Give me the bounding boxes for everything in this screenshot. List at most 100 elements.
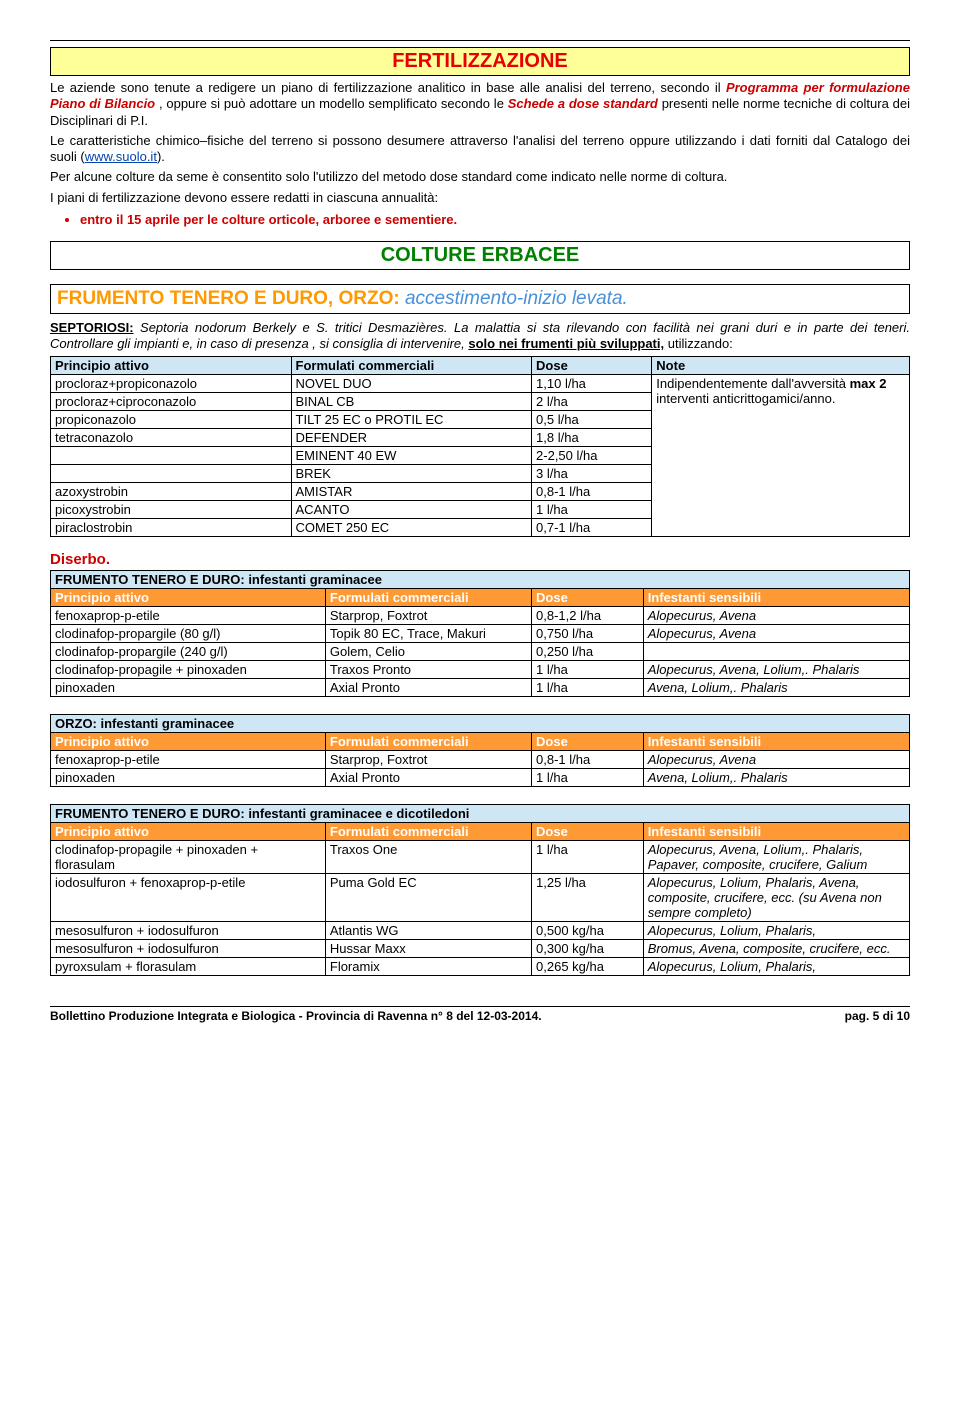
- td: Alopecurus, Avena, Lolium,. Phalaris, Pa…: [643, 841, 909, 874]
- text: , oppure si può adottare un modello semp…: [159, 96, 508, 111]
- td: Topik 80 EC, Trace, Makuri: [325, 625, 531, 643]
- th: Note: [652, 357, 910, 375]
- td: EMINENT 40 EW: [291, 447, 532, 465]
- text: Le aziende sono tenute a redigere un pia…: [50, 80, 726, 95]
- td: Starprop, Foxtrot: [325, 607, 531, 625]
- th: Formulati commerciali: [325, 589, 531, 607]
- herbicide-table-2: ORZO: infestanti graminacee Principio at…: [50, 714, 910, 787]
- td: Traxos One: [325, 841, 531, 874]
- th: Dose: [532, 589, 644, 607]
- td: 2-2,50 l/ha: [532, 447, 652, 465]
- td: BINAL CB: [291, 393, 532, 411]
- th: Formulati commerciali: [291, 357, 532, 375]
- th: Dose: [532, 733, 644, 751]
- th: Formulati commerciali: [325, 733, 531, 751]
- colture-erbacee-heading: COLTURE ERBACEE: [50, 241, 910, 270]
- td: TILT 25 EC o PROTIL EC: [291, 411, 532, 429]
- td: pinoxaden: [51, 769, 326, 787]
- septoriosi-text: SEPTORIOSI: Septoria nodorum Berkely e S…: [50, 320, 910, 353]
- td: 3 l/ha: [532, 465, 652, 483]
- td: azoxystrobin: [51, 483, 292, 501]
- td: 1,8 l/ha: [532, 429, 652, 447]
- td: 0,8-1 l/ha: [532, 751, 644, 769]
- td: Alopecurus, Avena, Lolium,. Phalaris: [643, 661, 909, 679]
- td: picoxystrobin: [51, 501, 292, 519]
- td: Axial Pronto: [325, 769, 531, 787]
- td: AMISTAR: [291, 483, 532, 501]
- section-title: FRUMENTO TENERO E DURO: infestanti grami…: [51, 571, 910, 589]
- title-band: FERTILIZZAZIONE: [50, 47, 910, 76]
- td: 0,8-1 l/ha: [532, 483, 652, 501]
- deadline-item: entro il 15 aprile per le colture ortico…: [80, 212, 910, 227]
- td: fenoxaprop-p-etile: [51, 751, 326, 769]
- th: Principio attivo: [51, 589, 326, 607]
- section-title: ORZO: infestanti graminacee: [51, 715, 910, 733]
- td: 1 l/ha: [532, 679, 644, 697]
- schede: Schede a dose standard: [508, 96, 658, 111]
- td: Alopecurus, Avena: [643, 625, 909, 643]
- td: mesosulfuron + iodosulfuron: [51, 940, 326, 958]
- footer-right: pag. 5 di 10: [845, 1009, 910, 1023]
- frumento-title: FRUMENTO TENERO E DURO, ORZO:: [57, 288, 405, 309]
- td: propiconazolo: [51, 411, 292, 429]
- td: piraclostrobin: [51, 519, 292, 537]
- footer-left: Bollettino Produzione Integrata e Biolog…: [50, 1009, 542, 1023]
- td: 0,7-1 l/ha: [532, 519, 652, 537]
- paragraph-2: Le caratteristiche chimico–fisiche del t…: [50, 133, 910, 166]
- suolo-link[interactable]: www.suolo.it: [85, 149, 157, 164]
- td: 2 l/ha: [532, 393, 652, 411]
- td: clodinafop-propagile + pinoxaden: [51, 661, 326, 679]
- td: 0,5 l/ha: [532, 411, 652, 429]
- td: iodosulfuron + fenoxaprop-p-etile: [51, 874, 326, 922]
- th: Principio attivo: [51, 733, 326, 751]
- td: Alopecurus, Lolium, Phalaris,: [643, 958, 909, 976]
- frumento-heading: FRUMENTO TENERO E DURO, ORZO: accestimen…: [50, 284, 910, 314]
- td: 0,500 kg/ha: [532, 922, 644, 940]
- td: Traxos Pronto: [325, 661, 531, 679]
- paragraph-3: Per alcune colture da seme è consentito …: [50, 169, 910, 185]
- frumento-phase: accestimento-inizio levata.: [405, 288, 628, 309]
- td: 1,10 l/ha: [532, 375, 652, 393]
- diserbo-heading: Diserbo.: [50, 551, 910, 568]
- text: max 2: [850, 376, 887, 391]
- td: clodinafop-propargile (240 g/l): [51, 643, 326, 661]
- td: Axial Pronto: [325, 679, 531, 697]
- septoriosi-label: SEPTORIOSI:: [50, 320, 134, 335]
- td: 1 l/ha: [532, 769, 644, 787]
- td: tetraconazolo: [51, 429, 292, 447]
- td: 0,265 kg/ha: [532, 958, 644, 976]
- text: Le caratteristiche chimico–fisiche del t…: [50, 133, 910, 164]
- td: Floramix: [325, 958, 531, 976]
- td: Puma Gold EC: [325, 874, 531, 922]
- td: mesosulfuron + iodosulfuron: [51, 922, 326, 940]
- td: Starprop, Foxtrot: [325, 751, 531, 769]
- herbicide-table-1: FRUMENTO TENERO E DURO: infestanti grami…: [50, 570, 910, 697]
- td: 0,250 l/ha: [532, 643, 644, 661]
- th: Dose: [532, 823, 644, 841]
- td: Alopecurus, Avena: [643, 607, 909, 625]
- text: solo nei frumenti più sviluppati,: [468, 336, 664, 351]
- td: 1 l/ha: [532, 661, 644, 679]
- td: fenoxaprop-p-etile: [51, 607, 326, 625]
- td: ACANTO: [291, 501, 532, 519]
- th: Infestanti sensibili: [643, 589, 909, 607]
- td: Hussar Maxx: [325, 940, 531, 958]
- td: BREK: [291, 465, 532, 483]
- th: Infestanti sensibili: [643, 733, 909, 751]
- td: pinoxaden: [51, 679, 326, 697]
- td: NOVEL DUO: [291, 375, 532, 393]
- td: [643, 643, 909, 661]
- td: 1 l/ha: [532, 841, 644, 874]
- th: Principio attivo: [51, 823, 326, 841]
- page-footer: Bollettino Produzione Integrata e Biolog…: [50, 1006, 910, 1023]
- td: Alopecurus, Lolium, Phalaris, Avena, com…: [643, 874, 909, 922]
- deadline-list: entro il 15 aprile per le colture ortico…: [80, 212, 910, 227]
- td: 1 l/ha: [532, 501, 652, 519]
- th: Infestanti sensibili: [643, 823, 909, 841]
- td: DEFENDER: [291, 429, 532, 447]
- td: Alopecurus, Lolium, Phalaris,: [643, 922, 909, 940]
- td: pyroxsulam + florasulam: [51, 958, 326, 976]
- paragraph-1: Le aziende sono tenute a redigere un pia…: [50, 80, 910, 129]
- td: [51, 465, 292, 483]
- td: procloraz+ciproconazolo: [51, 393, 292, 411]
